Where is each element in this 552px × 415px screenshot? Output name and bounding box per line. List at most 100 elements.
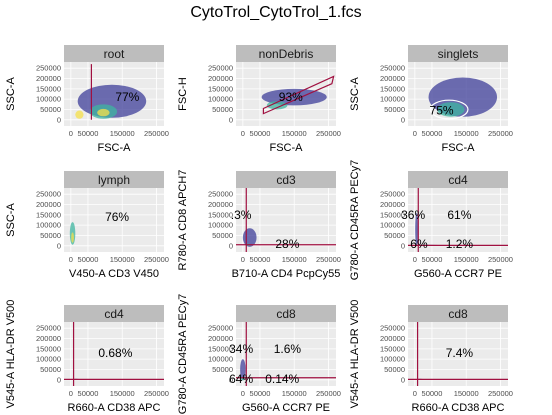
facet-strip-label: singlets bbox=[438, 47, 479, 61]
gate-percentage-label: 76% bbox=[105, 210, 129, 224]
x-axis-title: R660-A CD38 APC bbox=[68, 402, 161, 414]
x-axis-title: G560-A CCR7 PE bbox=[242, 402, 330, 414]
figure-title: CytoTrol_CytoTrol_1.fcs bbox=[190, 4, 361, 21]
y-tick-label: 250000 bbox=[36, 64, 61, 73]
x-tick-label: 0 bbox=[69, 129, 73, 138]
facet-strip-label: cd3 bbox=[276, 173, 296, 187]
x-tick-label: 50000 bbox=[78, 389, 99, 398]
x-tick-label: 50000 bbox=[78, 129, 99, 138]
x-tick-label: 150000 bbox=[454, 129, 479, 138]
facet-strip bbox=[64, 45, 164, 62]
y-tick-label: 200000 bbox=[380, 334, 405, 343]
gate-percentage-label: 1.2% bbox=[446, 237, 474, 251]
x-tick-label: 250000 bbox=[488, 129, 513, 138]
y-tick-label: 150000 bbox=[380, 84, 405, 93]
y-tick-label: 250000 bbox=[380, 190, 405, 199]
density-layer bbox=[408, 322, 508, 386]
x-tick-label: 0 bbox=[413, 389, 417, 398]
y-axis-title: R780-A CD8 APCH7 bbox=[177, 170, 189, 271]
y-tick-label: 250000 bbox=[208, 324, 233, 333]
x-tick-label: 50000 bbox=[422, 389, 443, 398]
gate-percentage-label: 36% bbox=[401, 208, 425, 222]
panel-2: nonDebris93%0500001000001500002000002500… bbox=[177, 45, 341, 154]
y-tick-label: 50000 bbox=[384, 231, 405, 240]
facet-strip bbox=[64, 305, 164, 322]
x-tick-label: 150000 bbox=[282, 255, 307, 264]
x-tick-label: 0 bbox=[413, 129, 417, 138]
facet-strip-label: cd8 bbox=[448, 307, 468, 321]
y-tick-label: 200000 bbox=[36, 74, 61, 83]
y-tick-label: 150000 bbox=[208, 84, 233, 93]
x-tick-label: 250000 bbox=[316, 389, 341, 398]
y-tick-label: 100000 bbox=[380, 95, 405, 104]
y-axis-title: SSC-A bbox=[5, 203, 17, 237]
y-tick-label: 250000 bbox=[208, 190, 233, 199]
gate-polygon bbox=[262, 75, 335, 115]
panel-background bbox=[64, 322, 164, 386]
y-tick-label: 200000 bbox=[208, 334, 233, 343]
y-axis-title: SSC-A bbox=[349, 77, 361, 111]
gate-percentage-label: 1.6% bbox=[274, 342, 302, 356]
x-tick-label: 0 bbox=[69, 255, 73, 264]
y-tick-label: 250000 bbox=[36, 190, 61, 199]
y-axis-title: G780-A CD45RA PECy7 bbox=[349, 160, 361, 280]
y-tick-label: 0 bbox=[401, 375, 405, 384]
density-point bbox=[71, 232, 74, 243]
density-layer bbox=[69, 222, 76, 245]
x-axis-title: FSC-A bbox=[98, 142, 132, 154]
facet-strip-label: nonDebris bbox=[259, 47, 314, 61]
gate-percentage-label: 61% bbox=[447, 208, 471, 222]
y-tick-label: 50000 bbox=[40, 105, 61, 114]
x-tick-label: 250000 bbox=[144, 129, 169, 138]
panel-5: cd3.3%28%0500001000001500002000002500000… bbox=[177, 170, 341, 280]
y-tick-label: 150000 bbox=[36, 344, 61, 353]
y-tick-label: 200000 bbox=[208, 200, 233, 209]
x-tick-label: 250000 bbox=[316, 255, 341, 264]
y-axis-title: G780-A CD45RA PECy7 bbox=[177, 294, 189, 414]
gate-percentage-label: 7.4% bbox=[446, 346, 474, 360]
x-axis-title: V450-A CD3 V450 bbox=[69, 268, 159, 280]
x-tick-label: 50000 bbox=[250, 389, 271, 398]
x-tick-label: 150000 bbox=[110, 255, 135, 264]
x-tick-label: 250000 bbox=[144, 389, 169, 398]
y-tick-label: 50000 bbox=[40, 231, 61, 240]
density-point bbox=[437, 102, 465, 117]
x-tick-label: 0 bbox=[69, 389, 73, 398]
density-layer bbox=[75, 64, 147, 120]
panel-3: singlets75%05000010000015000020000025000… bbox=[349, 45, 513, 154]
y-tick-label: 100000 bbox=[208, 221, 233, 230]
y-tick-label: 100000 bbox=[208, 355, 233, 364]
gate-percentage-label: 93% bbox=[279, 90, 303, 104]
gate-ellipse bbox=[429, 99, 469, 120]
y-tick-label: 50000 bbox=[212, 365, 233, 374]
density-layer bbox=[236, 188, 336, 252]
y-tick-label: 0 bbox=[229, 375, 233, 384]
y-tick-label: 100000 bbox=[380, 221, 405, 230]
density-layer bbox=[261, 75, 335, 115]
y-tick-label: 100000 bbox=[208, 95, 233, 104]
panel-background bbox=[64, 188, 164, 252]
gate-percentage-label: 75% bbox=[430, 104, 454, 118]
x-tick-label: 150000 bbox=[454, 389, 479, 398]
gate-percentage-label: 6% bbox=[410, 237, 428, 251]
x-tick-label: 250000 bbox=[488, 255, 513, 264]
y-tick-label: 200000 bbox=[208, 74, 233, 83]
x-tick-label: 0 bbox=[413, 255, 417, 264]
panel-background bbox=[236, 322, 336, 386]
density-point bbox=[266, 101, 288, 110]
x-tick-label: 0 bbox=[241, 129, 245, 138]
y-tick-label: 0 bbox=[401, 115, 405, 124]
y-tick-label: 150000 bbox=[36, 210, 61, 219]
y-tick-label: 0 bbox=[57, 115, 61, 124]
gate-percentage-label: 0.14% bbox=[265, 372, 299, 386]
y-tick-label: 200000 bbox=[36, 200, 61, 209]
y-tick-label: 0 bbox=[57, 375, 61, 384]
facet-strip-label: cd4 bbox=[448, 173, 468, 187]
facet-strip bbox=[408, 171, 508, 188]
y-tick-label: 150000 bbox=[208, 344, 233, 353]
facet-strip-label: cd8 bbox=[276, 307, 296, 321]
